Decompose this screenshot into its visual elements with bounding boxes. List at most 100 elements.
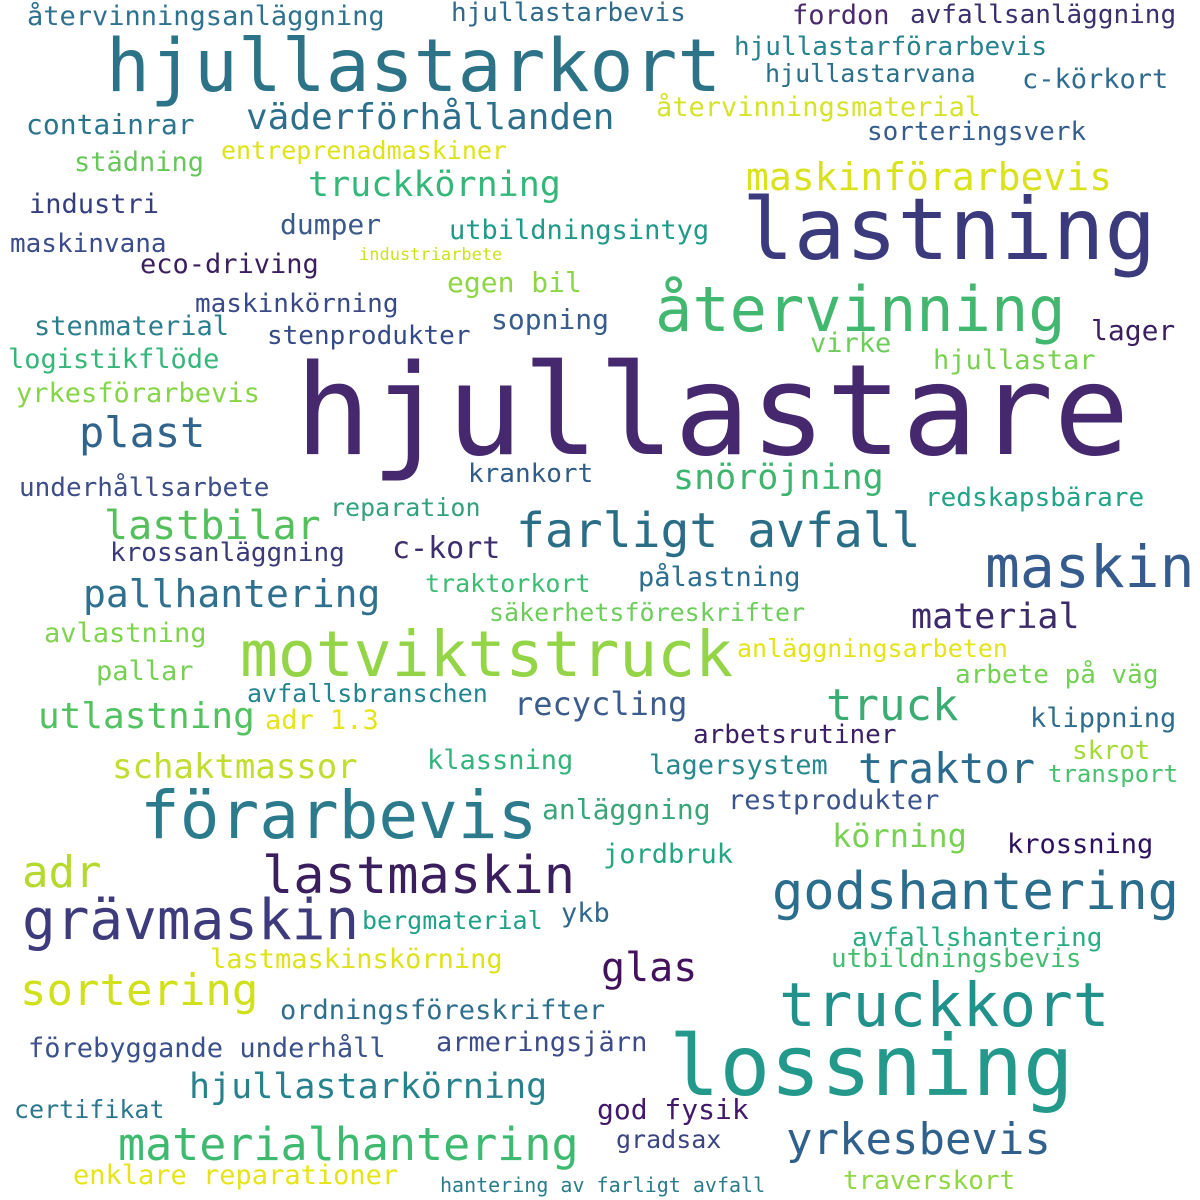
word: ykb <box>561 898 610 929</box>
word: materialhantering <box>118 1118 579 1171</box>
word: eco-driving <box>140 249 319 280</box>
word: avfallshantering <box>852 923 1103 953</box>
word: traverskort <box>843 1166 1016 1196</box>
word: grävmaskin <box>22 888 360 953</box>
word: underhållsarbete <box>19 473 270 503</box>
word: plast <box>79 408 206 457</box>
word: sopning <box>491 303 610 336</box>
word: dumper <box>280 208 382 241</box>
word: lossning <box>669 1017 1074 1115</box>
word: c-körkort <box>1022 64 1169 95</box>
word: krossning <box>1007 829 1154 860</box>
word: väderförhållanden <box>246 97 615 138</box>
word: hantering av farligt avfall <box>440 1173 766 1197</box>
word: lager <box>1091 314 1176 347</box>
word: traktor <box>858 744 1036 793</box>
word: krankort <box>468 459 594 489</box>
word: logistikflöde <box>8 344 220 375</box>
word: säkerhetsföreskrifter <box>489 598 806 627</box>
word: armeringsjärn <box>436 1027 648 1058</box>
word: fordon <box>792 0 890 31</box>
word: maskin <box>985 533 1195 601</box>
word: containrar <box>26 108 195 141</box>
word: sorteringsverk <box>867 117 1087 147</box>
word: sortering <box>20 965 259 1016</box>
word: arbete på väg <box>955 660 1159 690</box>
word: hjullastarkort <box>106 24 722 109</box>
word: yrkesbevis <box>786 1114 1051 1165</box>
word: entreprenadmaskiner <box>221 136 507 165</box>
word: lastmaskinskörning <box>210 944 503 975</box>
word: adr <box>22 847 102 898</box>
word: stenmaterial <box>34 311 230 342</box>
word: stenprodukter <box>267 321 471 351</box>
word: lastbilar <box>104 503 321 549</box>
word: schaktmassor <box>112 747 358 787</box>
word: lastmaskin <box>262 846 576 906</box>
word: återvinningsanläggning <box>27 1 385 32</box>
word: avfallsbranschen <box>247 679 488 708</box>
word: utbildningsintyg <box>449 215 710 246</box>
word: lagersystem <box>649 750 828 781</box>
word: c-kort <box>392 531 501 566</box>
word: snöröjning <box>673 458 884 498</box>
word: hjullastarkörning <box>189 1067 548 1107</box>
word: lastning <box>742 180 1157 280</box>
word: truckkort <box>779 970 1110 1041</box>
word: adr 1.3 <box>265 705 379 736</box>
word: körning <box>832 817 967 855</box>
word: utbildningsbevis <box>831 944 1082 974</box>
word: motviktstruck <box>240 618 734 691</box>
word: redskapsbärare <box>925 483 1145 513</box>
word: hjullastar <box>933 345 1096 376</box>
word: truck <box>826 680 959 731</box>
word: hjullastare <box>295 337 1130 484</box>
word: bergmaterial <box>362 906 543 935</box>
word: förarbevis <box>140 777 538 854</box>
word: återvinningsmaterial <box>656 92 982 123</box>
word: material <box>911 597 1080 637</box>
word: industri <box>29 189 160 220</box>
word: pallar <box>96 656 194 687</box>
word: arbetsrutiner <box>693 720 897 750</box>
word: godshantering <box>772 862 1179 922</box>
word: traktorkort <box>425 569 591 598</box>
word: truckkörning <box>308 165 561 205</box>
word: städning <box>74 147 205 178</box>
word: yrkesförarbevis <box>16 378 260 409</box>
word: farligt avfall <box>516 503 921 559</box>
word: utlastning <box>38 696 255 737</box>
word: hjullastarförarbevis <box>734 32 1048 62</box>
word: avlastning <box>44 618 207 649</box>
word: industriarbete <box>359 245 503 265</box>
word: hjullastarbevis <box>451 0 686 28</box>
word: anläggning <box>542 793 711 826</box>
word: förebyggande underhåll <box>28 1033 386 1064</box>
word: ordningsföreskrifter <box>280 995 606 1026</box>
word: klassning <box>427 745 574 776</box>
word: pallhantering <box>83 572 381 616</box>
word: maskinvana <box>10 229 167 259</box>
word: maskinkörning <box>195 289 399 319</box>
word: gradsax <box>616 1125 722 1154</box>
word: enklare reparationer <box>73 1160 399 1191</box>
word: pålastning <box>638 562 801 593</box>
word: klippning <box>1030 703 1177 734</box>
word: jordbruk <box>603 839 734 870</box>
word: skrot <box>1072 736 1151 766</box>
word: certifikat <box>14 1095 165 1124</box>
word: krossanläggning <box>110 538 345 568</box>
word: avfallsanläggning <box>910 0 1177 30</box>
word: restprodukter <box>728 785 940 816</box>
word: reparation <box>330 493 481 522</box>
word: återvinning <box>655 273 1066 346</box>
word: egen bil <box>447 266 582 299</box>
word: recycling <box>514 685 688 723</box>
word: god fysik <box>597 1093 749 1126</box>
word: glas <box>601 945 698 991</box>
word: maskinförarbevis <box>746 155 1113 199</box>
word: anläggningsarbeten <box>737 634 1008 663</box>
word: hjullastarvana <box>765 59 976 88</box>
word: virke <box>810 328 892 359</box>
